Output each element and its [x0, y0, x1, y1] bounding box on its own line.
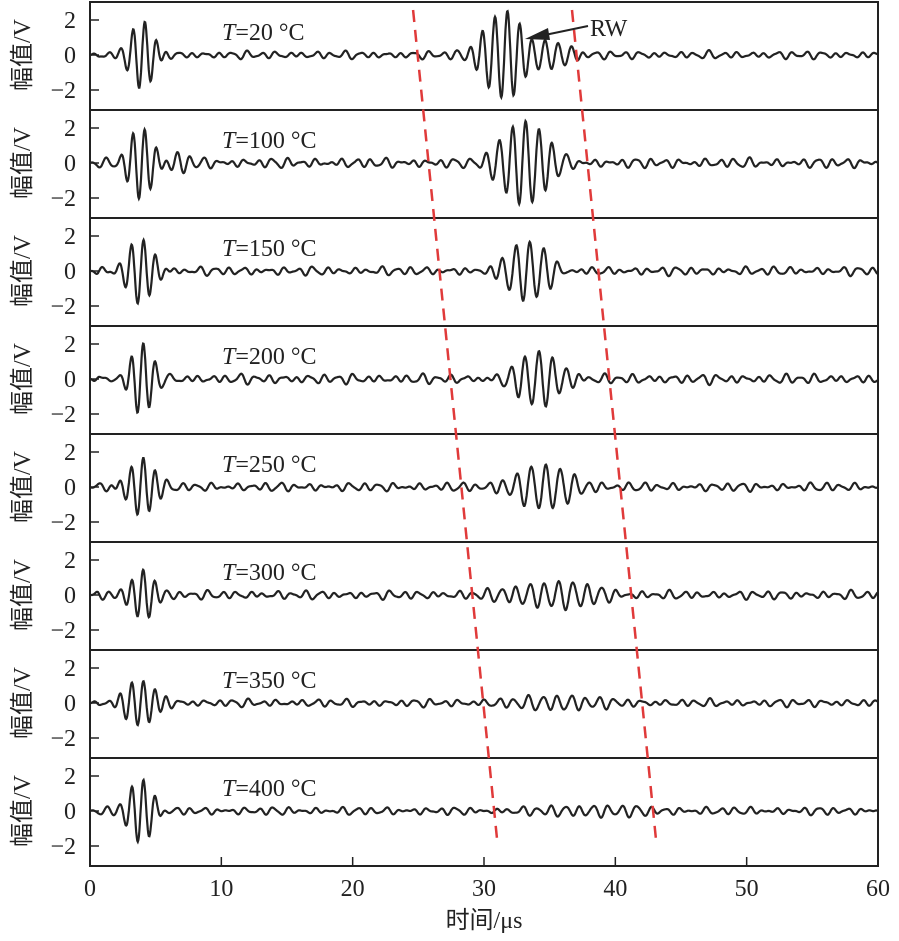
- x-tick-label: 60: [866, 876, 890, 902]
- waveform-trace: [89, 777, 879, 845]
- panel-7: 2 0 −2 幅值/V T=400 °C: [9, 757, 879, 867]
- y-tick-label: 0: [64, 799, 76, 825]
- y-tick-label: 0: [64, 367, 76, 393]
- y-tick-label: 2: [64, 224, 76, 250]
- y-tick-label: −2: [50, 618, 76, 644]
- y-tick-label: 0: [64, 259, 76, 285]
- panel-4: 2 0 −2 幅值/V T=250 °C: [9, 433, 879, 543]
- y-tick-label: −2: [50, 78, 76, 104]
- y-tick-label: 0: [64, 475, 76, 501]
- y-axis-label: 幅值/V: [9, 774, 36, 847]
- waveform-trace: [90, 237, 879, 306]
- y-tick-label: 0: [64, 151, 76, 177]
- y-tick-label: −2: [50, 294, 76, 320]
- waveform-trace: [89, 9, 879, 101]
- panel-temperature-label: T=20 °C: [222, 20, 305, 46]
- y-tick-label: 0: [64, 583, 76, 609]
- y-tick-label: 2: [64, 656, 76, 682]
- panel-frame: [89, 217, 879, 327]
- y-tick-label: −2: [50, 834, 76, 860]
- panel-temperature-label: T=200 °C: [222, 344, 317, 370]
- x-tick-label: 20: [341, 876, 365, 902]
- y-axis-label: 幅值/V: [9, 234, 36, 307]
- y-tick-label: 2: [64, 440, 76, 466]
- rw-label: RW: [590, 16, 628, 42]
- panel-temperature-label: T=400 °C: [222, 776, 317, 802]
- y-tick-label: 2: [64, 8, 76, 34]
- y-axis-label: 幅值/V: [9, 342, 36, 415]
- panel-temperature-label: T=300 °C: [222, 560, 317, 586]
- panel-temperature-label: T=350 °C: [222, 668, 317, 694]
- y-tick-label: 2: [64, 332, 76, 358]
- panel-temperature-label: T=250 °C: [222, 452, 317, 478]
- y-axis-label: 幅值/V: [9, 450, 36, 523]
- waveform-trace: [89, 118, 879, 208]
- panel-5: 2 0 −2 幅值/V T=300 °C: [9, 541, 879, 651]
- panel-0: 2 0 −2 幅值/V T=20 °C: [9, 1, 879, 111]
- panel-3: 2 0 −2 幅值/V T=200 °C: [9, 325, 879, 435]
- waveform-trace: [90, 679, 879, 727]
- y-tick-label: −2: [50, 402, 76, 428]
- x-tick-label: 40: [603, 876, 627, 902]
- rw-boundary-dashed-line-0: [411, 9, 499, 841]
- rw-arrow-head: [525, 28, 550, 40]
- panel-1: 2 0 −2 幅值/V T=100 °C: [9, 109, 879, 219]
- rw-annotation: RW: [525, 16, 628, 42]
- y-tick-label: −2: [50, 186, 76, 212]
- x-axis-label: 时间/μs: [446, 907, 523, 934]
- y-axis-label: 幅值/V: [9, 18, 36, 91]
- y-tick-label: 0: [64, 691, 76, 717]
- y-axis-label: 幅值/V: [9, 558, 36, 631]
- panel-temperature-label: T=150 °C: [222, 236, 317, 262]
- x-tick-label: 10: [209, 876, 233, 902]
- y-tick-label: 0: [64, 43, 76, 69]
- y-axis-label: 幅值/V: [9, 666, 36, 739]
- rw-boundary-dashed-line-1: [570, 9, 658, 841]
- y-tick-label: 2: [64, 548, 76, 574]
- x-tick-label: 50: [735, 876, 759, 902]
- y-tick-label: 2: [64, 116, 76, 142]
- x-tick-label: 30: [472, 876, 496, 902]
- y-tick-label: −2: [50, 726, 76, 752]
- waveform-trace: [90, 342, 879, 415]
- waveform-trace: [89, 457, 879, 517]
- x-tick-label: 0: [84, 876, 96, 902]
- panel-6: 2 0 −2 幅值/V T=350 °C: [9, 649, 879, 759]
- y-tick-label: 2: [64, 764, 76, 790]
- waveform-trace: [90, 567, 879, 619]
- y-tick-label: −2: [50, 510, 76, 536]
- y-axis-label: 幅值/V: [9, 126, 36, 199]
- panel-temperature-label: T=100 °C: [222, 128, 317, 154]
